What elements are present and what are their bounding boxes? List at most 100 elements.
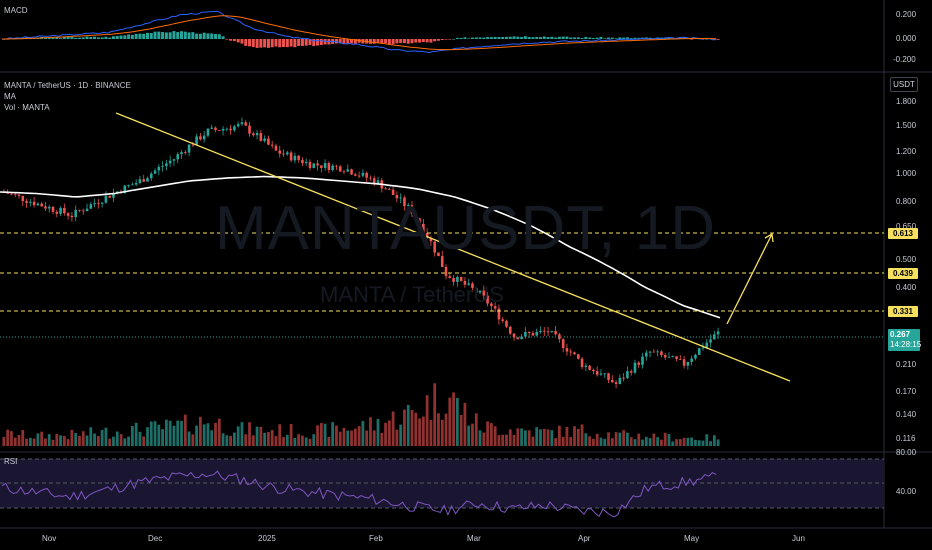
price-tick: 0.400 — [896, 283, 917, 292]
candle-body — [369, 177, 372, 179]
macd-histogram-bar — [486, 37, 490, 39]
volume-bar — [25, 438, 28, 446]
volume-bar — [391, 411, 395, 446]
volume-bar — [376, 418, 380, 446]
candle-body — [244, 122, 248, 126]
currency-button[interactable]: USDT — [890, 77, 918, 92]
macd-histogram-bar — [100, 37, 104, 39]
macd-histogram-bar — [470, 37, 474, 39]
macd-histogram-bar — [516, 36, 520, 39]
candle-body — [478, 290, 482, 293]
volume-bar — [251, 435, 255, 446]
macd-histogram-bar — [263, 39, 267, 48]
candle-body — [323, 163, 327, 168]
volume-bar — [452, 392, 455, 446]
macd-histogram-bar — [716, 39, 720, 40]
macd-histogram-bar — [501, 36, 505, 39]
candle-body — [410, 205, 414, 215]
level-tag-0613[interactable]: 0.613 — [888, 228, 918, 239]
macd-histogram-bar — [251, 39, 255, 48]
candle-body — [629, 371, 633, 373]
symbol-title[interactable]: MANTA / TetherUS · 1D · BINANCE — [4, 81, 131, 90]
macd-histogram-bar — [418, 39, 422, 43]
macd-histogram-bar — [300, 39, 304, 46]
candle-body — [524, 332, 527, 337]
candle-body — [138, 179, 142, 184]
candle-body — [531, 333, 535, 336]
volume-bar — [694, 439, 697, 446]
macd-histogram-bar — [410, 39, 414, 44]
price-tick: 0.170 — [896, 387, 917, 396]
candle-body — [286, 152, 289, 155]
price-tick: 0.140 — [896, 410, 917, 419]
candle-body — [165, 163, 168, 167]
volume-bar — [365, 430, 369, 446]
candle-body — [104, 195, 108, 203]
volume-bar — [410, 410, 414, 446]
macd-histogram-bar — [591, 38, 595, 39]
candle-body — [603, 373, 607, 375]
volume-bar — [195, 425, 199, 446]
level-tag-0439[interactable]: 0.439 — [888, 268, 918, 279]
macd-histogram-bar — [542, 36, 546, 39]
macd-histogram-bar — [531, 37, 535, 39]
volume-bar — [96, 435, 100, 446]
trendline[interactable] — [115, 112, 791, 382]
candle-body — [372, 178, 376, 184]
macd-histogram-bar — [497, 37, 501, 39]
projection-arrow[interactable] — [726, 233, 773, 325]
macd-label[interactable]: MACD — [4, 6, 28, 15]
candle-body — [558, 334, 561, 340]
macd-histogram-bar — [134, 33, 138, 39]
candle-body — [172, 159, 176, 161]
volume-bar — [592, 438, 595, 446]
volume-bar — [244, 434, 248, 446]
volume-bar — [357, 426, 361, 446]
symbol-watermark: MANTAUSDT, 1D — [215, 194, 717, 263]
volume-bar — [172, 425, 176, 446]
rsi-label[interactable]: RSI — [4, 457, 18, 466]
volume-bar — [327, 436, 331, 446]
macd-histogram-bar — [229, 39, 233, 41]
candle-body — [81, 210, 85, 212]
candle-body — [59, 207, 62, 214]
candle-body — [123, 185, 127, 194]
volume-bar — [32, 438, 36, 446]
candle-body — [267, 138, 270, 145]
macd-histogram-bar — [210, 33, 214, 39]
volume-bar — [610, 438, 614, 446]
ma-indicator-label[interactable]: MA — [4, 92, 16, 101]
volume-indicator-label[interactable]: Vol · MANTA — [4, 103, 50, 112]
candle-body — [425, 233, 429, 238]
volume-bar — [255, 426, 259, 446]
macd-histogram-bar — [172, 31, 176, 39]
macd-histogram-bar — [244, 39, 248, 46]
volume-bar — [471, 423, 474, 446]
candle-body — [546, 331, 550, 333]
volume-bar — [304, 437, 308, 446]
candle-body — [40, 203, 43, 207]
candle-body — [376, 180, 380, 184]
macd-histogram-bar — [425, 39, 429, 43]
level-tag-0331[interactable]: 0.331 — [888, 306, 918, 317]
volume-bar — [712, 435, 716, 446]
volume-bar — [414, 412, 418, 446]
candle-body — [406, 205, 410, 206]
current-price-tag[interactable]: 0.267 14:28:15 — [888, 329, 921, 351]
candle-body — [168, 160, 172, 164]
volume-bar — [202, 424, 206, 446]
volume-bar — [217, 418, 221, 446]
current-price: 0.267 — [890, 330, 911, 339]
macd-histogram-bar — [637, 37, 641, 39]
candle-body — [440, 256, 444, 267]
volume-bar — [335, 425, 338, 446]
macd-histogram-bar — [255, 39, 259, 48]
macd-histogram-bar — [149, 33, 153, 39]
volume-bar — [512, 434, 516, 446]
macd-histogram-bar — [180, 31, 183, 39]
candle-body — [622, 377, 625, 379]
volume-bar — [603, 438, 607, 446]
volume-bar — [542, 428, 546, 446]
volume-bar — [342, 427, 346, 446]
